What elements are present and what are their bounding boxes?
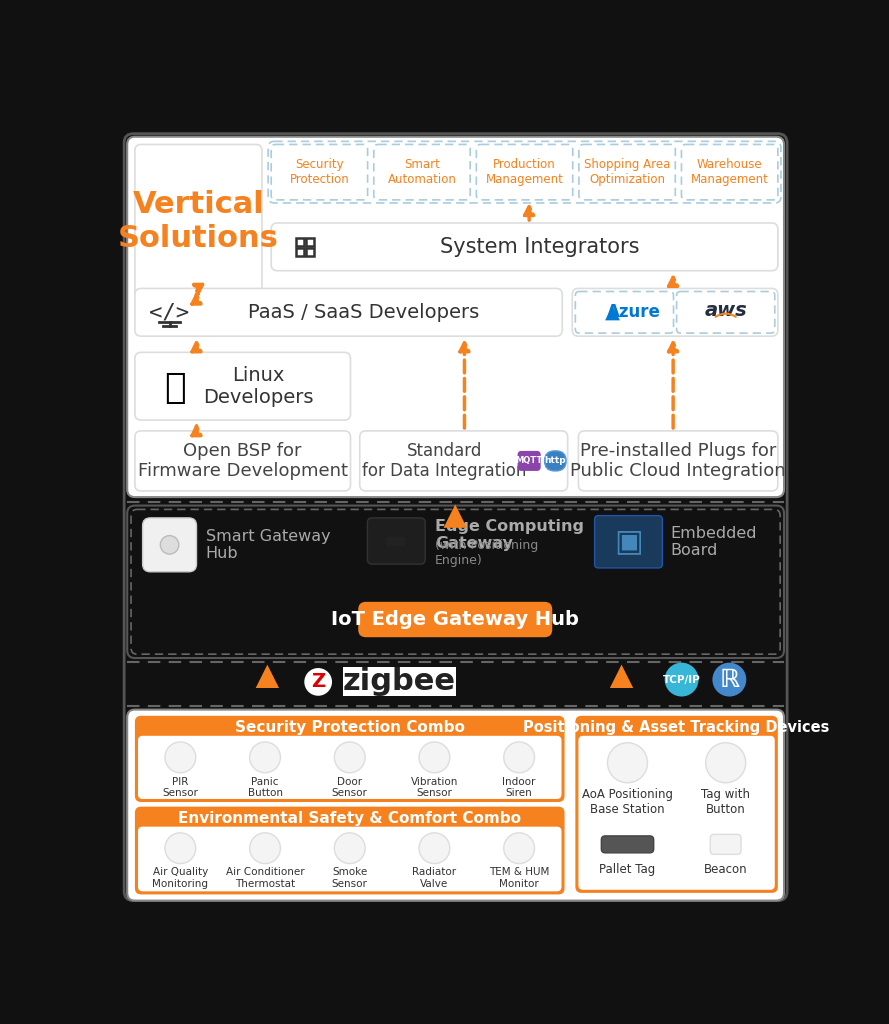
Text: Open BSP for
Firmware Development: Open BSP for Firmware Development — [138, 441, 348, 480]
Text: Security Protection Combo: Security Protection Combo — [235, 720, 465, 735]
FancyBboxPatch shape — [127, 710, 784, 900]
Text: Indoor
Siren: Indoor Siren — [502, 776, 536, 799]
Text: IoT Edge Gateway Hub: IoT Edge Gateway Hub — [332, 610, 579, 629]
Text: MQTT: MQTT — [516, 457, 543, 466]
FancyBboxPatch shape — [271, 223, 778, 270]
Text: 🐧: 🐧 — [164, 371, 186, 404]
Circle shape — [160, 536, 179, 554]
Circle shape — [665, 663, 699, 696]
Text: Linux
Developers: Linux Developers — [203, 366, 313, 407]
FancyBboxPatch shape — [710, 835, 741, 854]
Circle shape — [334, 742, 365, 773]
Text: Shopping Area
Optimization: Shopping Area Optimization — [584, 158, 670, 186]
FancyBboxPatch shape — [517, 451, 541, 471]
Text: Smart Gateway
Hub: Smart Gateway Hub — [205, 528, 331, 561]
FancyBboxPatch shape — [135, 352, 350, 420]
FancyBboxPatch shape — [142, 518, 196, 571]
Text: Standard
for Data Integration: Standard for Data Integration — [362, 441, 526, 480]
Text: Warehouse
Management: Warehouse Management — [691, 158, 769, 186]
Text: zigbee: zigbee — [343, 668, 456, 696]
Text: Environmental Safety & Comfort Combo: Environmental Safety & Comfort Combo — [178, 811, 521, 825]
Circle shape — [607, 742, 647, 782]
Circle shape — [504, 742, 534, 773]
Text: Positioning & Asset Tracking Devices: Positioning & Asset Tracking Devices — [524, 720, 829, 735]
FancyBboxPatch shape — [573, 289, 778, 336]
Text: Vertical
Solutions: Vertical Solutions — [118, 190, 279, 253]
Circle shape — [250, 833, 280, 863]
Text: Z: Z — [311, 673, 325, 691]
Circle shape — [419, 742, 450, 773]
FancyBboxPatch shape — [135, 144, 262, 298]
Text: (with Positioning
Engine): (with Positioning Engine) — [436, 539, 539, 566]
Text: TEM & HUM
Monitor: TEM & HUM Monitor — [489, 867, 549, 889]
FancyBboxPatch shape — [135, 807, 565, 894]
Text: Radiator
Valve: Radiator Valve — [412, 867, 456, 889]
Text: Smoke
Sensor: Smoke Sensor — [332, 867, 368, 889]
Text: Pallet Tag: Pallet Tag — [599, 863, 656, 876]
FancyBboxPatch shape — [135, 289, 562, 336]
Text: Smart
Automation: Smart Automation — [388, 158, 456, 186]
Circle shape — [419, 833, 450, 863]
FancyBboxPatch shape — [138, 826, 562, 891]
Text: Beacon: Beacon — [704, 863, 748, 876]
FancyBboxPatch shape — [601, 836, 653, 853]
Text: System Integrators: System Integrators — [440, 237, 640, 257]
Circle shape — [250, 742, 280, 773]
Text: Door
Sensor: Door Sensor — [332, 776, 368, 799]
Text: ▲: ▲ — [605, 303, 621, 322]
Circle shape — [165, 833, 196, 863]
Text: PaaS / SaaS Developers: PaaS / SaaS Developers — [248, 303, 479, 322]
Text: Embedded
Board: Embedded Board — [671, 525, 757, 558]
Circle shape — [304, 668, 332, 695]
Text: Air Conditioner
Thermostat: Air Conditioner Thermostat — [226, 867, 304, 889]
Text: AoA Positioning
Base Station: AoA Positioning Base Station — [582, 788, 673, 816]
FancyBboxPatch shape — [367, 518, 425, 564]
Text: Security
Protection: Security Protection — [290, 158, 349, 186]
Bar — [296, 248, 304, 256]
FancyBboxPatch shape — [135, 716, 565, 802]
Bar — [306, 248, 314, 256]
Text: Vibration
Sensor: Vibration Sensor — [411, 776, 458, 799]
Circle shape — [712, 663, 746, 696]
Bar — [296, 238, 304, 246]
Circle shape — [334, 833, 365, 863]
FancyBboxPatch shape — [595, 515, 662, 568]
FancyBboxPatch shape — [575, 716, 778, 893]
Text: ▣: ▣ — [614, 527, 643, 556]
Text: Air Quality
Monitoring: Air Quality Monitoring — [152, 867, 208, 889]
FancyBboxPatch shape — [360, 431, 568, 490]
Text: ▬: ▬ — [384, 529, 408, 553]
Text: </>: </> — [149, 302, 189, 323]
FancyBboxPatch shape — [127, 137, 784, 497]
FancyBboxPatch shape — [545, 451, 566, 471]
Text: ℝ: ℝ — [719, 668, 740, 691]
Text: Production
Management: Production Management — [485, 158, 564, 186]
FancyBboxPatch shape — [579, 431, 778, 490]
Text: http: http — [545, 457, 566, 466]
FancyBboxPatch shape — [135, 431, 350, 490]
Circle shape — [165, 742, 196, 773]
Text: Panic
Button: Panic Button — [247, 776, 283, 799]
FancyBboxPatch shape — [358, 602, 552, 637]
Text: Tag with
Button: Tag with Button — [701, 788, 750, 816]
Text: PIR
Sensor: PIR Sensor — [163, 776, 198, 799]
FancyBboxPatch shape — [138, 736, 562, 799]
Text: Pre-installed Plugs for
Public Cloud Integration: Pre-installed Plugs for Public Cloud Int… — [571, 441, 786, 480]
Circle shape — [706, 742, 746, 782]
Text: aws: aws — [704, 301, 747, 321]
FancyBboxPatch shape — [124, 134, 787, 900]
FancyBboxPatch shape — [127, 506, 784, 658]
Bar — [306, 238, 314, 246]
FancyBboxPatch shape — [579, 736, 775, 890]
Text: Azure: Azure — [606, 303, 661, 322]
Text: TCP/IP: TCP/IP — [662, 675, 701, 685]
Circle shape — [504, 833, 534, 863]
Text: Edge Computing
Gateway: Edge Computing Gateway — [436, 518, 584, 551]
